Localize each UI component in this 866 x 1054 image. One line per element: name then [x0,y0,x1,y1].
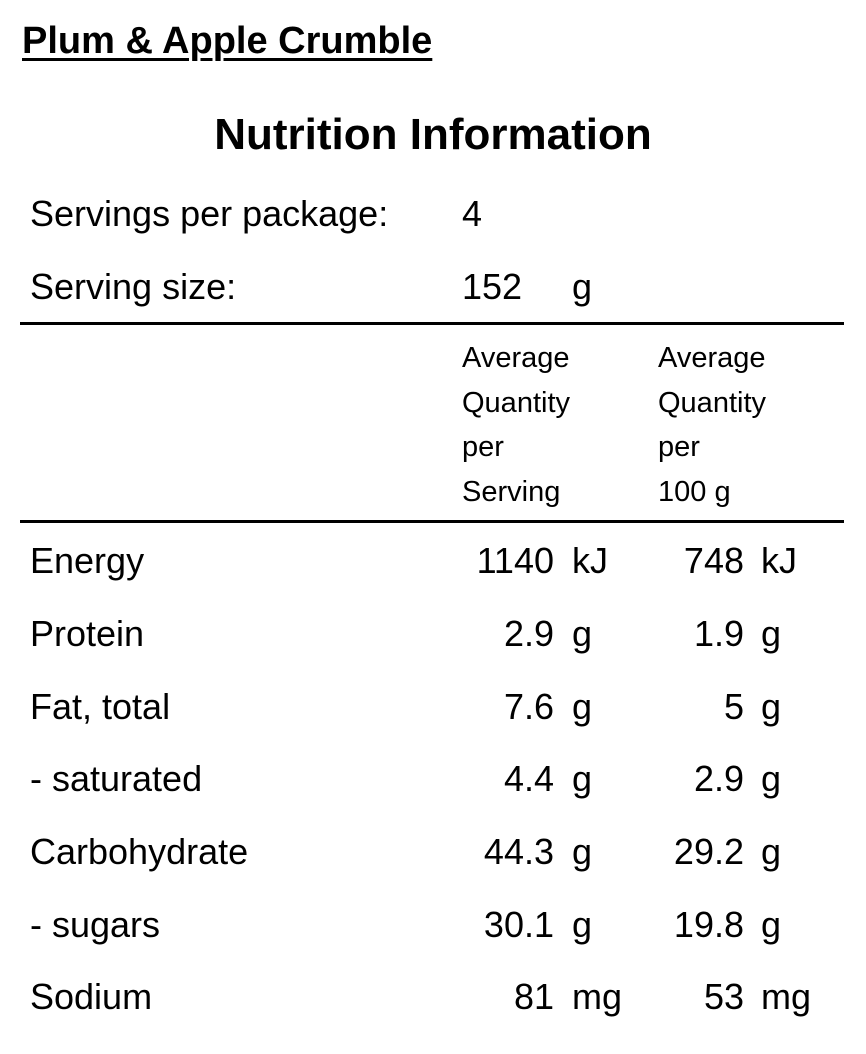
per-100g-value: 5 [723,686,744,727]
nutrient-name: Energy [30,540,145,581]
per-100g-value: 19.8 [673,904,744,945]
serving-size-unit: g [572,266,593,307]
per-100g-value: 748 [683,540,744,581]
per-100g-value: 53 [703,976,744,1017]
per-100g-unit: g [761,831,782,872]
per-serving-unit: g [572,758,593,799]
per-100g-unit: g [761,686,782,727]
servings-per-package-value: 4 [462,193,483,234]
per-serving-value: 2.9 [503,613,554,654]
per-100g-value: 1.9 [693,613,744,654]
per-serving-unit: g [572,904,593,945]
column-header-per-100g-line: Average [658,342,766,374]
column-header-per-100g-line: per [658,431,700,463]
column-header-per-serving-line: Quantity [462,386,570,419]
column-header-per-100g: Average Quantity per 100 g [658,336,766,514]
panel-heading: Nutrition Information [214,110,652,159]
nutrient-name: Protein [30,613,145,654]
header-divider [20,322,844,325]
per-serving-unit: mg [572,976,623,1017]
per-100g-unit: g [761,904,782,945]
nutrient-name: - saturated [30,758,203,799]
per-serving-unit: kJ [572,540,608,581]
per-100g-unit: g [761,758,782,799]
per-serving-value: 81 [513,976,554,1017]
column-header-per-100g-line: 100 g [658,475,731,508]
per-serving-value: 4.4 [503,758,554,799]
table-divider [20,520,844,523]
per-serving-unit: g [572,831,593,872]
per-serving-value: 7.6 [503,686,554,727]
nutrient-name: Fat, total [30,686,171,727]
per-serving-unit: g [572,686,593,727]
serving-size-value: 152 [462,266,523,307]
per-serving-unit: g [572,613,593,654]
per-serving-value: 30.1 [483,904,554,945]
per-100g-unit: kJ [761,540,797,581]
nutrient-name: Sodium [30,976,153,1017]
column-header-per-100g-line: Quantity [658,386,766,419]
nutrient-name: Carbohydrate [30,831,249,872]
column-header-per-serving-line: per [462,431,504,463]
column-header-per-serving-line: Average [462,342,570,374]
per-serving-value: 44.3 [483,831,554,872]
column-header-per-serving-line: Serving [462,475,561,508]
per-100g-value: 2.9 [693,758,744,799]
per-100g-unit: g [761,613,782,654]
per-100g-unit: mg [761,976,812,1017]
per-100g-value: 29.2 [673,831,744,872]
servings-per-package-label: Servings per package: [30,193,389,234]
serving-size-label: Serving size: [30,266,237,307]
column-header-per-serving: Average Quantity per Serving [462,336,570,514]
per-serving-value: 1140 [476,540,554,581]
product-title: Plum & Apple Crumble [22,20,433,62]
nutrient-name: - sugars [30,904,161,945]
